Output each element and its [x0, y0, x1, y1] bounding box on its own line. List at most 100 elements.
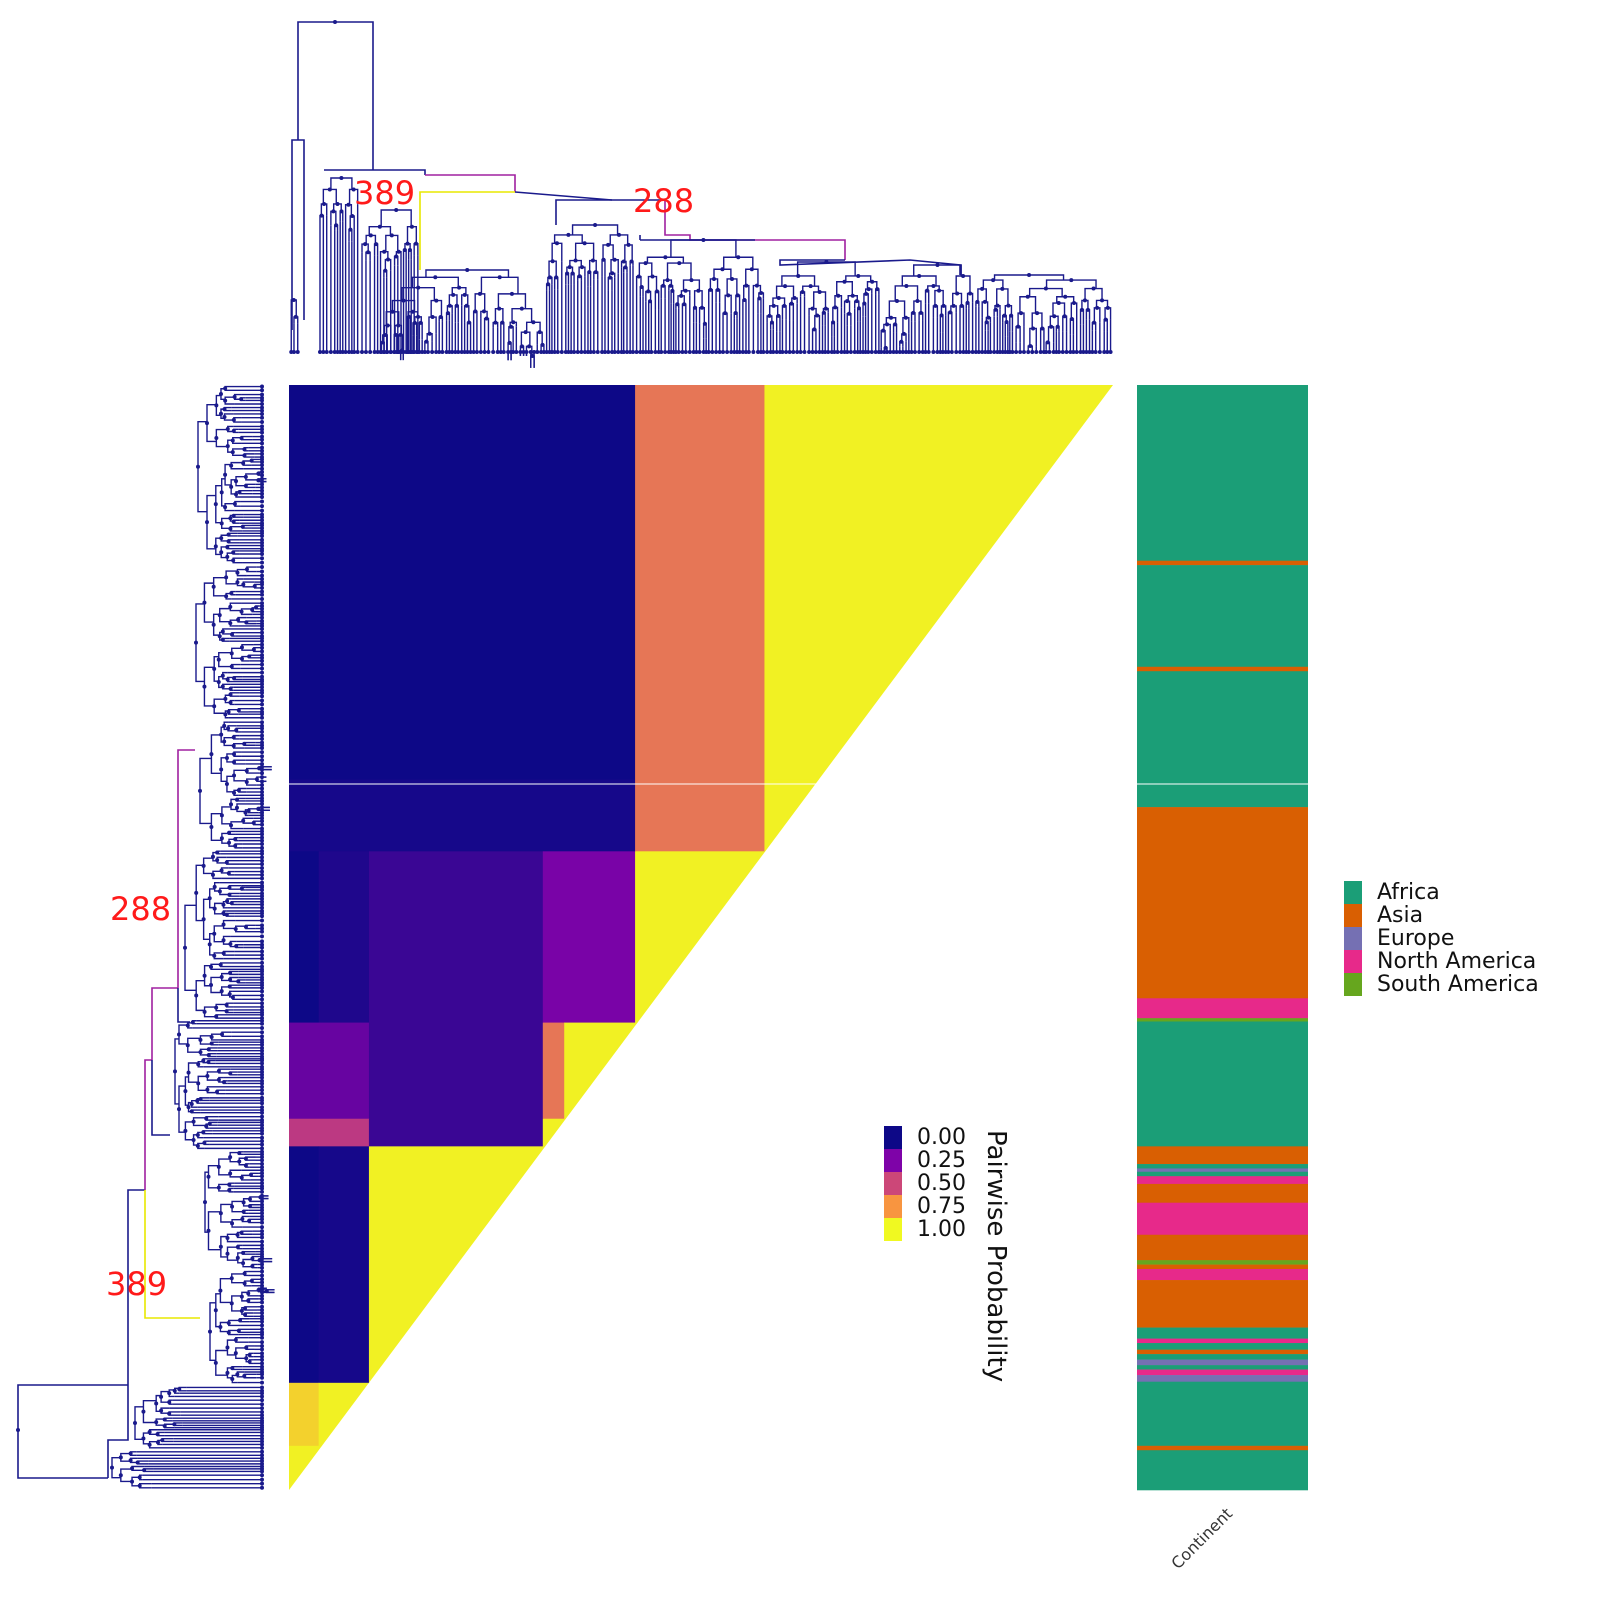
tree-node	[219, 521, 224, 526]
tree-node	[363, 350, 368, 354]
tree-node	[226, 709, 231, 714]
tree-node	[243, 1163, 248, 1168]
tree-branch	[1047, 326, 1055, 343]
tree-node	[1060, 350, 1065, 354]
tree-node	[244, 1345, 249, 1350]
tree-node	[198, 1097, 203, 1102]
tree-node	[260, 1259, 264, 1264]
tree-node	[239, 609, 244, 614]
tree-node	[744, 283, 749, 288]
tree-node	[493, 320, 498, 325]
tree-node	[800, 290, 805, 295]
tree-node	[965, 300, 970, 305]
tree-node	[260, 518, 264, 523]
tree-node	[260, 1354, 264, 1359]
tree-node	[209, 1041, 214, 1046]
continent-segment	[1137, 565, 1308, 668]
tree-node	[782, 303, 787, 308]
tree-node	[682, 302, 687, 307]
tree-node	[616, 350, 621, 354]
tree-node	[260, 1243, 264, 1248]
tree-node	[251, 647, 256, 652]
tree-node	[214, 436, 219, 441]
tree-branch	[1031, 312, 1043, 329]
tree-branch	[548, 260, 557, 278]
tree-node	[659, 350, 664, 354]
tree-node	[207, 942, 212, 947]
tree-node	[743, 350, 748, 354]
heatmap-cell	[318, 1146, 370, 1384]
tree-node	[980, 286, 985, 291]
tree-node	[202, 684, 207, 689]
tree-node	[405, 241, 410, 246]
continent-legend-label: North America	[1377, 949, 1536, 974]
tree-node	[260, 437, 264, 442]
tree-node	[260, 1165, 264, 1170]
tree-node	[550, 259, 555, 264]
tree-node	[1057, 350, 1062, 354]
tree-node	[736, 255, 741, 260]
tree-node	[260, 682, 264, 687]
tree-node	[204, 1116, 209, 1121]
tree-node	[856, 306, 861, 311]
tree-node	[260, 1385, 264, 1390]
tree-node	[260, 420, 264, 425]
tree-node	[831, 320, 836, 325]
tree-node	[260, 499, 264, 504]
tree-node	[478, 350, 483, 354]
tree-node	[260, 819, 264, 824]
tree-node	[401, 298, 406, 303]
tree-node	[231, 550, 236, 555]
tree-node	[206, 1059, 211, 1064]
tree-node	[206, 1047, 211, 1052]
tree-node	[211, 584, 216, 589]
continent-segment	[1137, 666, 1308, 672]
tree-node	[260, 1485, 264, 1490]
tree-node	[196, 1062, 201, 1067]
tree-node	[260, 801, 264, 806]
tree-node	[260, 1277, 264, 1282]
tree-node	[223, 386, 228, 391]
tree-node	[172, 1388, 177, 1393]
tree-node	[260, 1280, 264, 1285]
tree-node	[893, 322, 898, 327]
tree-node	[260, 949, 264, 954]
tree-node	[383, 268, 388, 273]
tree-node	[755, 350, 760, 354]
tree-node	[241, 582, 246, 587]
tree-node	[231, 760, 236, 765]
tree-node	[260, 596, 264, 601]
tree-node	[815, 313, 820, 318]
tree-node	[885, 322, 890, 327]
tree-node	[260, 1051, 264, 1056]
tree-node	[430, 350, 435, 354]
heatmap-cell	[764, 385, 1113, 780]
tree-node	[260, 1058, 264, 1063]
tree-node	[128, 1458, 133, 1463]
tree-node	[382, 350, 387, 354]
tree-node	[260, 771, 264, 776]
tree-node	[216, 1185, 221, 1190]
tree-node	[260, 392, 264, 397]
tree-node	[218, 411, 223, 416]
tree-branch	[670, 239, 737, 258]
tree-node	[260, 1351, 264, 1356]
tree-node	[232, 394, 237, 399]
tree-node	[912, 350, 917, 354]
tree-node	[427, 331, 432, 336]
tree-branch	[425, 174, 516, 192]
tree-node	[1044, 350, 1049, 354]
tree-node	[873, 350, 878, 354]
tree-node	[735, 293, 740, 298]
continent-segment	[1137, 1171, 1308, 1177]
tree-branch	[638, 262, 653, 277]
tree-node	[260, 1273, 264, 1278]
tree-node	[901, 331, 906, 336]
tree-node	[628, 350, 633, 354]
tree-node	[232, 790, 237, 795]
tree-node	[885, 350, 890, 354]
tree-node	[202, 1009, 207, 1014]
tree-node	[696, 288, 701, 293]
tree-node	[227, 885, 232, 890]
tree-node	[228, 970, 233, 975]
